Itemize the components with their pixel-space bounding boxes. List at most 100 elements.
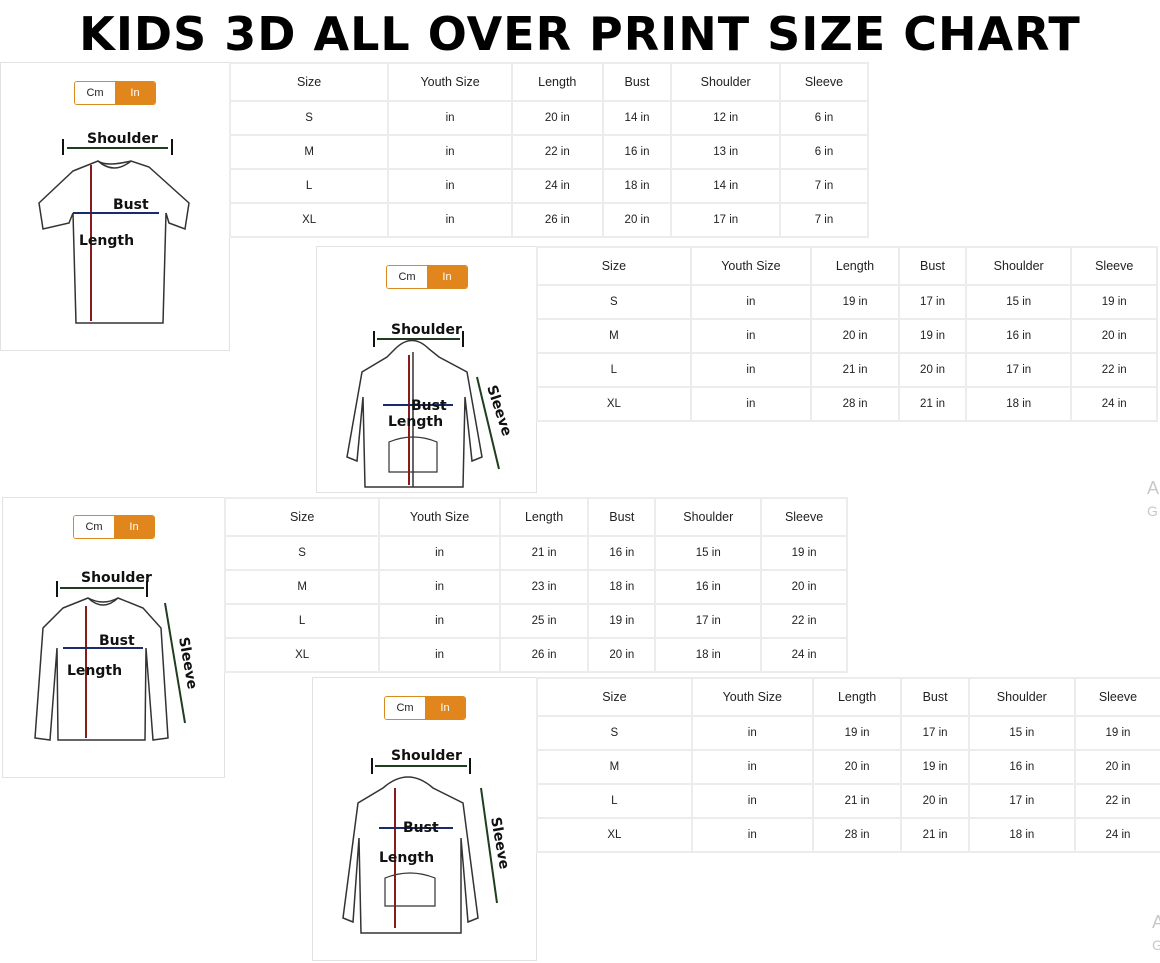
table-cell: 20 in — [510, 100, 604, 136]
edge-text: A — [1147, 478, 1160, 498]
table-cell: in — [689, 386, 813, 422]
unit-toggle[interactable]: Cm In — [384, 696, 466, 720]
table-cell: 18 in — [964, 386, 1073, 422]
length-label: Length — [379, 850, 434, 866]
table-cell: 20 in — [810, 318, 901, 354]
table-cell: in — [690, 817, 814, 853]
table-cell: in — [378, 569, 501, 605]
unit-in-button[interactable]: In — [427, 266, 467, 288]
table-header-row: Size Youth Size Length Bust Shoulder Sleeve — [536, 246, 1158, 286]
table-cell: 16 in — [601, 134, 673, 170]
table-cell: in — [378, 535, 501, 571]
table-cell: 20 in — [601, 202, 673, 238]
table-cell: in — [378, 637, 501, 673]
table-cell: in — [387, 202, 513, 238]
table-cell: 18 in — [587, 569, 657, 605]
unit-toggle[interactable]: Cm In — [74, 81, 156, 105]
table-cell: 26 in — [498, 637, 590, 673]
pullover-hoodie-diagram: Cm In Shoulder Bust Length Sleeve — [312, 677, 537, 961]
length-label: Length — [388, 414, 443, 430]
table-cell: M — [228, 134, 390, 170]
unit-in-button[interactable]: In — [425, 697, 465, 719]
unit-cm-button[interactable]: Cm — [75, 82, 115, 104]
table-cell: 19 in — [811, 715, 903, 751]
table-cell: 17 in — [967, 783, 1076, 819]
unit-toggle[interactable]: Cm In — [73, 515, 155, 539]
table-cell: 6 in — [778, 134, 870, 170]
column-header: Sleeve — [1070, 246, 1158, 286]
table-cell: 14 in — [670, 168, 781, 204]
table-cell: in — [387, 100, 513, 136]
unit-in-button[interactable]: In — [115, 82, 155, 104]
table-cell: L — [223, 603, 381, 639]
table-cell: L — [228, 168, 390, 204]
column-header: Bust — [900, 677, 970, 717]
table-cell: M — [536, 749, 693, 785]
edge-text: A — [1152, 912, 1160, 932]
column-header: Shoulder — [964, 246, 1073, 286]
edge-text: G — [1152, 937, 1160, 953]
table-cell: in — [689, 318, 813, 354]
long-sleeve-illustration: Shoulder Bust Length Sleeve — [34, 569, 200, 741]
table-cell: 18 in — [601, 168, 673, 204]
table-cell: 12 in — [670, 100, 781, 136]
table-cell: 25 in — [498, 603, 590, 639]
table-cell: 16 in — [587, 535, 657, 571]
table-cell: 17 in — [964, 352, 1073, 388]
column-header: Bust — [601, 62, 673, 102]
column-header: Shoulder — [967, 677, 1076, 717]
table-cell: 28 in — [811, 817, 903, 853]
table-cell: in — [689, 352, 813, 388]
table-cell: M — [536, 318, 692, 354]
table-header-row: Size Youth Size Length Bust Shoulder Sleeve — [228, 62, 870, 102]
length-label: Length — [67, 663, 122, 679]
column-header: Size — [536, 246, 692, 286]
tshirt-diagram: Cm In Shoulder Bust Length — [0, 62, 230, 351]
table-cell: 20 in — [900, 783, 970, 819]
long-sleeve-diagram: Cm In Shoulder Bust Length Sleeve — [2, 497, 225, 778]
column-header: Size — [223, 497, 381, 537]
table-cell: 13 in — [670, 134, 781, 170]
table-cell: 17 in — [900, 715, 970, 751]
unit-cm-button[interactable]: Cm — [74, 516, 114, 538]
table-cell: L — [536, 783, 693, 819]
bust-label: Bust — [403, 820, 439, 836]
table-cell: S — [223, 535, 381, 571]
table-cell: 19 in — [1073, 715, 1160, 751]
bust-label: Bust — [99, 633, 135, 649]
table-cell: M — [223, 569, 381, 605]
table-cell: 14 in — [601, 100, 673, 136]
table-cell: 17 in — [898, 284, 967, 320]
zip-hoodie-illustration: Shoulder Bust Length Sleeve — [346, 321, 515, 488]
table-cell: 24 in — [1070, 386, 1158, 422]
column-header: Youth Size — [387, 62, 513, 102]
table-cell: 20 in — [898, 352, 967, 388]
shoulder-label: Shoulder — [81, 570, 152, 586]
tshirt-illustration: Shoulder Bust Length — [38, 130, 190, 324]
table-cell: 20 in — [587, 637, 657, 673]
unit-cm-button[interactable]: Cm — [387, 266, 427, 288]
table-row: XL in 28 in 21 in 18 in 24 in — [536, 817, 1160, 853]
unit-cm-button[interactable]: Cm — [385, 697, 425, 719]
table-cell: 6 in — [778, 100, 870, 136]
table-cell: 18 in — [654, 637, 763, 673]
table-cell: 7 in — [778, 202, 870, 238]
table-row: XL in 26 in 20 in 17 in 7 in — [228, 202, 870, 238]
unit-in-button[interactable]: In — [114, 516, 154, 538]
table-cell: 22 in — [1073, 783, 1160, 819]
unit-toggle[interactable]: Cm In — [386, 265, 468, 289]
table-cell: 16 in — [967, 749, 1076, 785]
pullover-hoodie-illustration: Shoulder Bust Length Sleeve — [342, 747, 512, 934]
column-header: Size — [536, 677, 693, 717]
table-cell: 19 in — [760, 535, 848, 571]
column-header: Size — [228, 62, 390, 102]
